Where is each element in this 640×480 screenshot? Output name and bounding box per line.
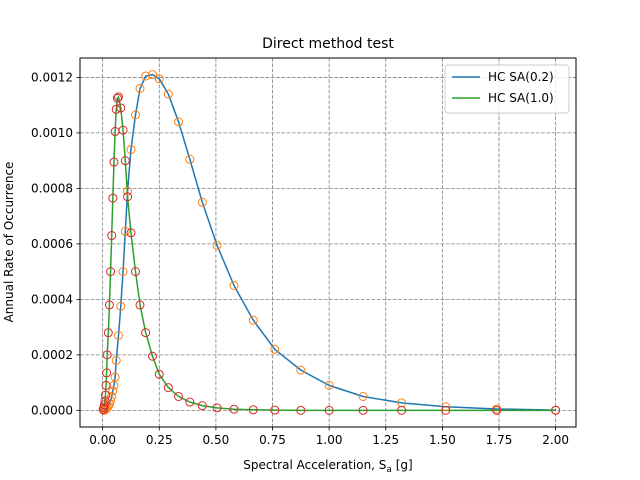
data-point-hc-sa-1-0 xyxy=(174,391,184,401)
x-tick-label: 2.00 xyxy=(542,433,569,447)
data-point-hc-sa-0-2 xyxy=(441,402,451,412)
data-point-hc-sa-1-0 xyxy=(141,328,151,338)
y-tick-label: 0.0004 xyxy=(31,292,73,306)
data-point-hc-sa-1-0 xyxy=(114,92,123,102)
data-point-hc-sa-0-2 xyxy=(185,154,195,164)
y-axis-label: Annual Rate of Occurrence xyxy=(2,162,16,323)
data-point-hc-sa-0-2 xyxy=(107,391,117,401)
data-point-hc-sa-1-0 xyxy=(551,405,561,415)
legend-label-hc-sa-1-0: HC SA(1.0) xyxy=(488,91,554,105)
data-point-hc-sa-1-0 xyxy=(123,192,133,202)
data-point-hc-sa-0-2 xyxy=(118,267,128,277)
data-point-hc-sa-0-2 xyxy=(296,365,306,375)
x-axis-label-main: Spectral Acceleration, S xyxy=(243,458,386,472)
data-point-hc-sa-1-0 xyxy=(112,93,122,103)
data-point-hc-sa-0-2 xyxy=(130,110,140,120)
data-point-hc-sa-0-2 xyxy=(270,344,280,354)
data-point-hc-sa-1-0 xyxy=(135,300,145,310)
x-axis-label: Spectral Acceleration, Sa [g] xyxy=(243,458,412,475)
axis-ticks: 0.00 0.25 0.50 0.75 1.00 1.25 1.50 1.75 2.00 0.00… xyxy=(31,70,569,447)
x-tick-label: 0.50 xyxy=(203,433,230,447)
data-point-hc-sa-1-0 xyxy=(147,351,157,361)
data-point-hc-sa-1-0 xyxy=(185,397,195,407)
data-point-hc-sa-0-2 xyxy=(108,386,118,396)
data-point-hc-sa-1-0 xyxy=(154,369,164,379)
plot-series xyxy=(98,70,561,415)
data-point-hc-sa-0-2 xyxy=(212,240,222,250)
data-point-hc-sa-1-0 xyxy=(163,383,173,393)
y-tick-label: 0.0010 xyxy=(31,126,73,140)
data-point-hc-sa-1-0 xyxy=(270,405,280,415)
data-point-hc-sa-0-2 xyxy=(106,396,116,406)
data-point-hc-sa-1-0 xyxy=(106,267,116,277)
data-point-hc-sa-1-0 xyxy=(108,193,118,203)
data-point-hc-sa-1-0 xyxy=(102,368,112,378)
data-point-hc-sa-1-0 xyxy=(116,103,126,113)
data-point-hc-sa-1-0 xyxy=(130,267,140,277)
x-axis-label-unit: [g] xyxy=(392,458,413,472)
y-tick-label: 0.0000 xyxy=(31,403,73,417)
x-tick-label: 1.25 xyxy=(372,433,399,447)
legend-label-hc-sa-0-2: HC SA(0.2) xyxy=(488,70,554,84)
data-point-hc-sa-1-0 xyxy=(248,405,258,415)
data-point-hc-sa-0-2 xyxy=(110,372,120,382)
x-tick-label: 0.25 xyxy=(146,433,173,447)
data-point-hc-sa-1-0 xyxy=(109,157,119,167)
y-tick-label: 0.0006 xyxy=(31,237,73,251)
data-point-hc-sa-1-0 xyxy=(118,125,128,135)
x-tick-label: 1.75 xyxy=(486,433,513,447)
data-point-hc-sa-0-2 xyxy=(324,380,334,390)
data-point-hc-sa-1-0 xyxy=(103,328,113,338)
data-point-hc-sa-0-2 xyxy=(114,330,123,340)
data-point-hc-sa-1-0 xyxy=(441,405,451,415)
y-tick-label: 0.0008 xyxy=(31,181,73,195)
data-point-hc-sa-0-2 xyxy=(154,74,164,84)
data-point-hc-sa-1-0 xyxy=(212,403,222,413)
data-point-hc-sa-1-0 xyxy=(111,104,121,114)
data-point-hc-sa-0-2 xyxy=(163,89,173,99)
legend: HC SA(0.2) HC SA(1.0) xyxy=(444,64,570,114)
data-point-hc-sa-0-2 xyxy=(135,84,145,94)
data-point-hc-sa-1-0 xyxy=(358,405,368,415)
data-point-hc-sa-1-0 xyxy=(102,350,112,360)
data-point-hc-sa-0-2 xyxy=(126,145,136,155)
x-tick-label: 1.50 xyxy=(429,433,456,447)
data-point-hc-sa-0-2 xyxy=(248,315,258,325)
data-point-hc-sa-0-2 xyxy=(123,186,133,196)
y-tick-label: 0.0002 xyxy=(31,348,73,362)
data-point-hc-sa-1-0 xyxy=(104,300,114,310)
x-tick-label: 1.00 xyxy=(316,433,343,447)
data-point-hc-sa-0-2 xyxy=(120,226,130,236)
data-point-hc-sa-0-2 xyxy=(229,281,239,290)
data-point-hc-sa-1-0 xyxy=(99,400,109,410)
data-point-hc-sa-1-0 xyxy=(492,405,502,415)
series-line-hc-sa-1-0 xyxy=(102,96,556,412)
data-point-hc-sa-1-0 xyxy=(126,228,136,238)
y-tick-label: 0.0012 xyxy=(31,70,73,84)
x-tick-label: 0.00 xyxy=(89,433,116,447)
data-point-hc-sa-0-2 xyxy=(141,71,151,81)
plot-frame xyxy=(79,57,577,428)
data-point-hc-sa-1-0 xyxy=(296,405,306,415)
data-point-hc-sa-1-0 xyxy=(324,405,334,415)
data-point-hc-sa-1-0 xyxy=(397,405,407,415)
data-point-hc-sa-0-2 xyxy=(116,301,126,311)
x-axis-label-subscript: a xyxy=(386,465,392,475)
data-point-hc-sa-0-2 xyxy=(397,398,407,408)
x-tick-label: 0.75 xyxy=(259,433,286,447)
data-point-hc-sa-1-0 xyxy=(229,404,239,414)
data-point-hc-sa-1-0 xyxy=(197,401,207,411)
data-point-hc-sa-1-0 xyxy=(100,396,110,406)
data-point-hc-sa-1-0 xyxy=(120,156,130,166)
data-point-hc-sa-1-0 xyxy=(107,231,117,241)
data-point-hc-sa-0-2 xyxy=(111,355,121,365)
data-point-hc-sa-1-0 xyxy=(100,390,110,400)
data-point-hc-sa-0-2 xyxy=(197,197,207,207)
chart-title: Direct method test xyxy=(262,36,394,52)
data-point-hc-sa-0-2 xyxy=(147,70,157,80)
data-point-hc-sa-0-2 xyxy=(174,117,184,127)
data-point-hc-sa-1-0 xyxy=(101,380,111,390)
data-point-hc-sa-0-2 xyxy=(358,391,368,401)
